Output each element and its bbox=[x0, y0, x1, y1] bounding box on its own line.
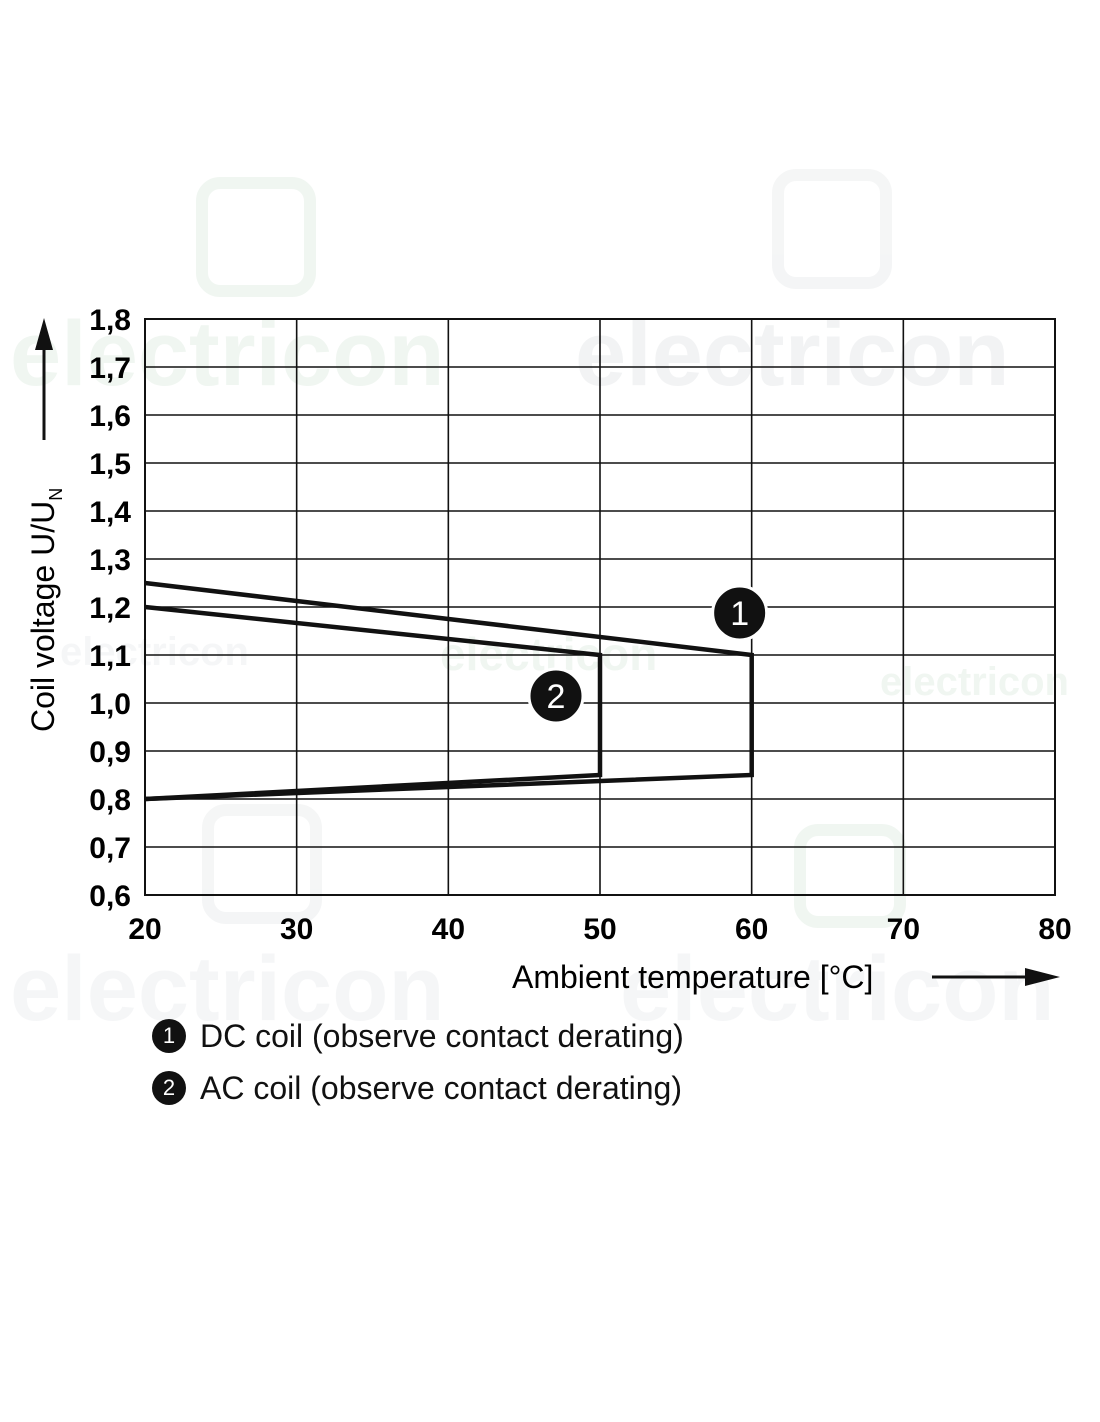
y-tick-label: 1,1 bbox=[89, 640, 131, 673]
legend: 1 DC coil (observe contact derating) 2 A… bbox=[150, 1010, 684, 1114]
watermark-text: electricon bbox=[60, 630, 249, 674]
y-tick-label: 1,8 bbox=[89, 304, 131, 337]
y-tick-label: 0,7 bbox=[89, 832, 131, 865]
y-tick-label: 0,6 bbox=[89, 880, 131, 913]
x-tick-label: 40 bbox=[432, 913, 465, 946]
legend-label: AC coil (observe contact derating) bbox=[200, 1069, 682, 1106]
x-tick-label: 60 bbox=[735, 913, 768, 946]
x-tick-label: 70 bbox=[887, 913, 920, 946]
watermark-logo bbox=[196, 177, 316, 297]
legend-label: DC coil (observe contact derating) bbox=[200, 1017, 684, 1054]
x-tick-label: 80 bbox=[1038, 913, 1071, 946]
watermark-logo bbox=[794, 824, 906, 928]
watermark-logo bbox=[772, 169, 892, 289]
watermark-text: electricon bbox=[10, 938, 445, 1040]
y-tick-label: 1,2 bbox=[89, 592, 131, 625]
series-marker-label: 2 bbox=[547, 678, 566, 716]
watermark-text: electricon bbox=[620, 938, 1055, 1040]
y-tick-labels: 0,6 0,7 0,8 0,9 1,0 1,1 1,2 1,3 1,4 1,5 1,6 1,7 1,8 bbox=[89, 304, 131, 913]
series-line-2 bbox=[144, 604, 603, 802]
series-marker-label: 1 bbox=[730, 595, 749, 633]
y-tick-label: 1,0 bbox=[89, 688, 131, 721]
x-tick-label: 30 bbox=[280, 913, 313, 946]
series-lines bbox=[144, 580, 754, 802]
legend-item: 2 AC coil (observe contact derating) bbox=[150, 1062, 684, 1114]
y-tick-label: 1,6 bbox=[89, 400, 131, 433]
y-axis-title-subscript: N bbox=[46, 488, 66, 501]
legend-marker: 2 bbox=[152, 1071, 186, 1105]
y-axis-title-group: Coil voltage U/UN bbox=[25, 488, 66, 732]
y-tick-label: 0,8 bbox=[89, 784, 131, 817]
legend-marker: 1 bbox=[152, 1019, 186, 1053]
y-tick-label: 1,4 bbox=[89, 496, 131, 529]
y-tick-label: 1,5 bbox=[89, 448, 131, 481]
series-marker-badge bbox=[711, 584, 769, 642]
y-axis-arrow bbox=[35, 318, 53, 440]
series-markers: 12 bbox=[527, 584, 769, 725]
watermark-logo bbox=[202, 804, 322, 924]
y-axis-title-main: Coil voltage U/U bbox=[25, 501, 61, 732]
y-tick-label: 0,9 bbox=[89, 736, 131, 769]
x-axis-title: Ambient temperature [°C] bbox=[512, 959, 873, 995]
watermark-text: electricon bbox=[880, 660, 1069, 704]
legend-item: 1 DC coil (observe contact derating) bbox=[150, 1010, 684, 1062]
series-line-1 bbox=[144, 580, 754, 802]
x-tick-label: 20 bbox=[128, 913, 161, 946]
y-tick-label: 1,7 bbox=[89, 352, 131, 385]
x-tick-labels: 20 30 40 50 60 70 80 bbox=[128, 913, 1071, 946]
x-tick-label: 50 bbox=[583, 913, 616, 946]
y-tick-label: 1,3 bbox=[89, 544, 131, 577]
series-marker-badge bbox=[527, 667, 585, 725]
x-axis-arrow bbox=[932, 968, 1060, 986]
y-axis-title: Coil voltage U/UN bbox=[25, 488, 66, 732]
